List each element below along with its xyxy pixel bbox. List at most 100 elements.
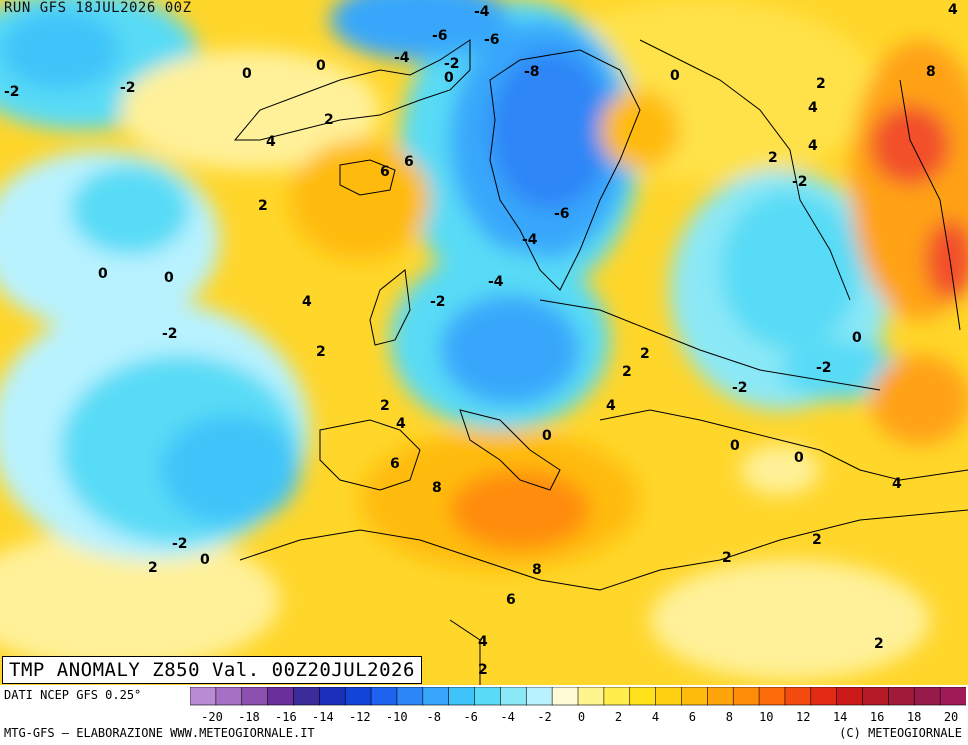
- iso-label: 0: [852, 330, 862, 346]
- legend-bin: [888, 686, 916, 706]
- legend-bin: [655, 686, 683, 706]
- iso-label: -2: [162, 326, 178, 342]
- legend-tick-label: -4: [500, 710, 514, 724]
- copyright-credit: (C) METEOGIORNALE: [839, 726, 962, 740]
- iso-label: 8: [432, 480, 442, 496]
- iso-label: 4: [948, 2, 958, 18]
- iso-label: 2: [316, 344, 326, 360]
- legend-bin: [525, 686, 553, 706]
- legend-tick-label: 12: [796, 710, 810, 724]
- iso-label: 0: [444, 70, 454, 86]
- iso-label: -2: [4, 84, 20, 100]
- coastlines: [233, 39, 968, 685]
- iso-label: 2: [722, 550, 732, 566]
- iso-label: 2: [622, 364, 632, 380]
- legend-bin: [241, 686, 269, 706]
- iso-label: 0: [730, 438, 740, 454]
- iso-label: -8: [524, 64, 540, 80]
- legend-bin: [681, 686, 709, 706]
- legend-tick-label: 18: [907, 710, 921, 724]
- iso-label: 4: [396, 416, 406, 432]
- iso-label: -2: [792, 174, 808, 190]
- iso-label: -2: [172, 536, 188, 552]
- iso-label: 4: [808, 100, 818, 116]
- legend-tick-label: 2: [615, 710, 622, 724]
- legend-bin: [732, 686, 760, 706]
- iso-label: 4: [892, 476, 902, 492]
- legend-bin: [422, 686, 450, 706]
- iso-label: -2: [732, 380, 748, 396]
- iso-label: 2: [478, 662, 488, 678]
- iso-label: 2: [768, 150, 778, 166]
- iso-label: -2: [444, 56, 460, 72]
- legend-bin: [810, 686, 838, 706]
- color-legend: -20 -18 -16 -14 -12 -10 -8 -6 -4 -2 0 2 4 6 8 10 12 14 16 1…: [189, 686, 967, 725]
- iso-label: 0: [670, 68, 680, 84]
- data-source: DATI NCEP GFS 0.25°: [4, 688, 142, 702]
- iso-label: 4: [266, 134, 276, 150]
- legend-tick-label: -20: [201, 710, 223, 724]
- legend-tick-label: 8: [726, 710, 733, 724]
- legend-bin: [267, 686, 295, 706]
- legend-bin: [189, 686, 217, 706]
- legend-tick-label: 20: [944, 710, 958, 724]
- map-canvas: -4 -6 -6 -4 -2 0 -8 -2 0 0 0 2 4 6 6 2 4…: [0, 0, 968, 685]
- iso-label: 0: [794, 450, 804, 466]
- legend-tick-label: 16: [870, 710, 884, 724]
- legend-bin: [500, 686, 528, 706]
- iso-label: 0: [164, 270, 174, 286]
- iso-label: 2: [380, 398, 390, 414]
- legend-tick-label: -10: [386, 710, 408, 724]
- iso-label: 0: [542, 428, 552, 444]
- legend-tick-label: -2: [537, 710, 551, 724]
- iso-label: 6: [380, 164, 390, 180]
- iso-label: -6: [484, 32, 500, 48]
- iso-label: -4: [522, 232, 538, 248]
- iso-label: 2: [258, 198, 268, 214]
- legend-bin: [370, 686, 398, 706]
- legend-bin: [784, 686, 812, 706]
- legend-bin: [758, 686, 786, 706]
- legend-tick-label: 0: [578, 710, 585, 724]
- legend-bin: [551, 686, 579, 706]
- legend-tick-label: 4: [652, 710, 659, 724]
- iso-label: 4: [478, 634, 488, 650]
- iso-label: 4: [606, 398, 616, 414]
- iso-label: -2: [430, 294, 446, 310]
- iso-label: 0: [200, 552, 210, 568]
- isoline-labels: -4 -6 -6 -4 -2 0 -8 -2 0 0 0 2 4 6 6 2 4…: [4, 2, 958, 678]
- iso-label: -4: [474, 4, 490, 20]
- legend-bin: [448, 686, 476, 706]
- legend-bin: [913, 686, 941, 706]
- iso-label: -6: [432, 28, 448, 44]
- iso-label: 6: [506, 592, 516, 608]
- legend-bar: -20 -18 -16 -14 -12 -10 -8 -6 -4 -2 0 2 4 6 8 10 12 14 16 1…: [189, 686, 967, 724]
- run-label: RUN GFS 18JUL2026 00Z: [4, 0, 192, 16]
- legend-bin: [319, 686, 347, 706]
- iso-label: 0: [98, 266, 108, 282]
- legend-tick-label: 6: [689, 710, 696, 724]
- legend-bin: [836, 686, 864, 706]
- iso-label: 2: [148, 560, 158, 576]
- iso-label: 6: [390, 456, 400, 472]
- iso-label: 2: [812, 532, 822, 548]
- legend-bin: [603, 686, 631, 706]
- legend-bin: [629, 686, 657, 706]
- legend-bin: [474, 686, 502, 706]
- iso-label: 6: [404, 154, 414, 170]
- iso-label: 2: [816, 76, 826, 92]
- iso-label: 0: [242, 66, 252, 82]
- legend-tick-label: -16: [275, 710, 297, 724]
- iso-label: -2: [120, 80, 136, 96]
- legend-tick-label: -6: [463, 710, 477, 724]
- legend-tick-label: 10: [759, 710, 773, 724]
- iso-label: 2: [874, 636, 884, 652]
- iso-label: -4: [394, 50, 410, 66]
- legend-bin: [293, 686, 321, 706]
- legend-bin: [939, 686, 967, 706]
- legend-bin: [577, 686, 605, 706]
- anomaly-map: -4 -6 -6 -4 -2 0 -8 -2 0 0 0 2 4 6 6 2 4…: [0, 0, 968, 685]
- anomaly-fields: [0, 0, 968, 680]
- legend-tick-label: -18: [238, 710, 260, 724]
- variable-title: TMP ANOMALY Z850 Val. 00Z20JUL2026: [2, 656, 422, 684]
